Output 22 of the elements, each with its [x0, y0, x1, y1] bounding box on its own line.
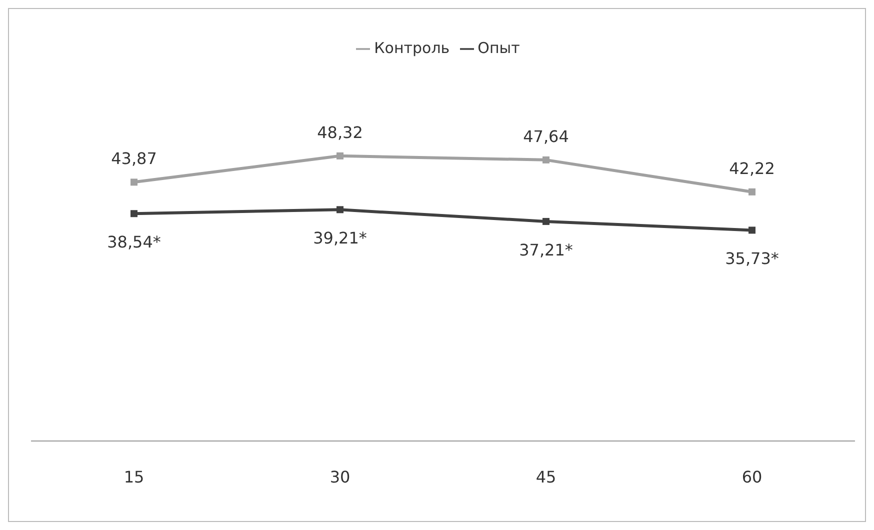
legend-label: Контроль [374, 39, 450, 57]
x-tick-label: 45 [536, 467, 556, 486]
point [748, 188, 756, 196]
x-tick-label: 15 [124, 467, 144, 486]
data-label: 35,73* [725, 249, 779, 268]
x-tick-label: 30 [330, 467, 350, 486]
data-label: 38,54* [107, 232, 161, 252]
legend-label: Опыт [478, 39, 520, 57]
data-label: 48,32 [317, 122, 363, 142]
data-label: 47,64 [523, 126, 569, 146]
data-label: 43,87 [111, 149, 157, 168]
x-tick-label: 60 [742, 467, 762, 486]
point [542, 156, 550, 164]
point [542, 218, 550, 225]
point [748, 226, 756, 234]
data-label: 42,22 [729, 158, 775, 178]
data-label: 37,21* [519, 240, 573, 260]
point [130, 210, 138, 218]
point [336, 152, 344, 160]
point [336, 206, 344, 214]
data-label: 39,21* [313, 228, 367, 248]
point [130, 178, 138, 186]
